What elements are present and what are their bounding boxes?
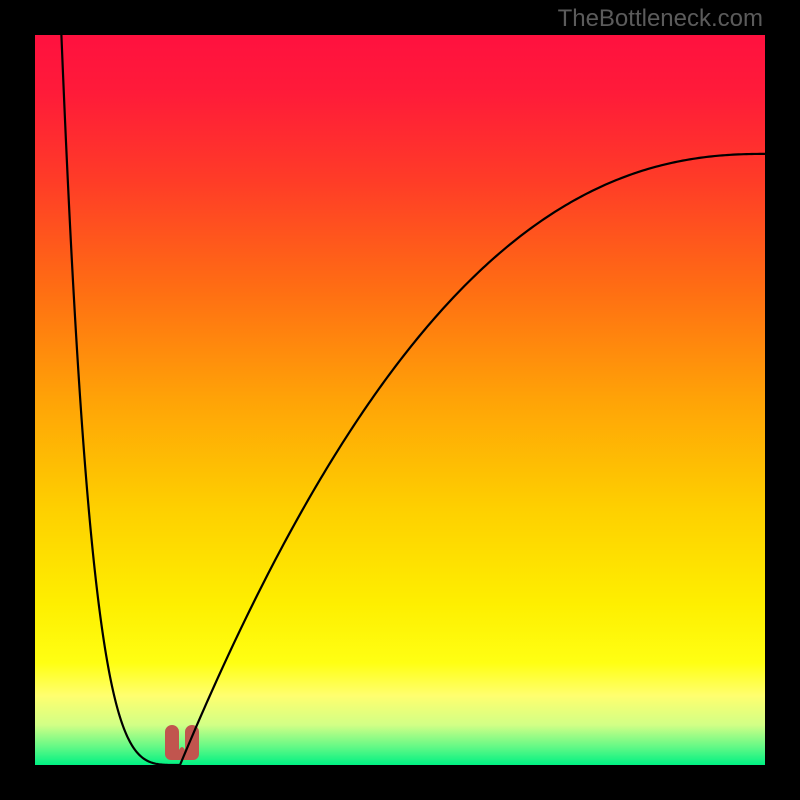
- frame-right: [765, 0, 800, 800]
- bottleneck-chart: [0, 0, 800, 800]
- gradient-background: [35, 35, 765, 765]
- watermark-text: TheBottleneck.com: [558, 5, 763, 33]
- frame-left: [0, 0, 35, 800]
- frame-bottom: [0, 765, 800, 800]
